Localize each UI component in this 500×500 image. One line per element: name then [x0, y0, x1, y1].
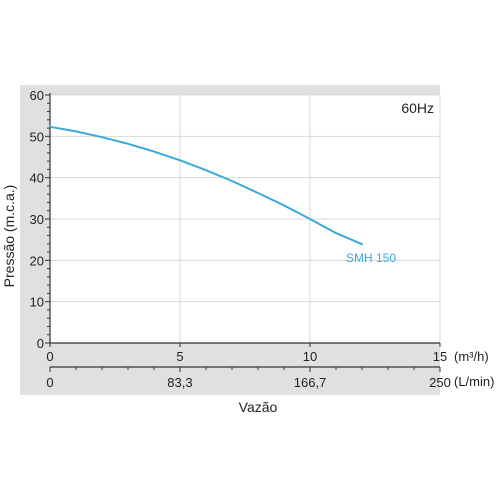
x-axis-primary: 0 5 10 15 — [46, 342, 447, 364]
x-axis-title: Vazão — [239, 399, 278, 415]
y-tick-label: 60 — [30, 88, 44, 103]
x-tick-label: 15 — [433, 349, 447, 364]
secondary-axis-band — [50, 365, 440, 395]
x-axis-unit-secondary: (L/min) — [454, 374, 494, 389]
x-axis-unit-primary: (m³/h) — [454, 349, 489, 364]
y-tick-label: 30 — [30, 212, 44, 227]
x-tick-label: 10 — [303, 349, 317, 364]
x2-tick-label: 250 — [429, 375, 451, 390]
series-label-smh-150: SMH 150 — [346, 251, 396, 265]
y-axis-title: Pressão (m.c.a.) — [1, 185, 17, 288]
y-tick-label: 10 — [30, 295, 44, 310]
x-tick-label: 0 — [46, 349, 53, 364]
x-axis-secondary: 0 83,3 166,7 250 — [46, 366, 451, 390]
y-tick-label: 20 — [30, 253, 44, 268]
x2-tick-label: 166,7 — [294, 375, 327, 390]
y-tick-label: 40 — [30, 171, 44, 186]
x-tick-label: 5 — [176, 349, 183, 364]
x2-tick-label: 0 — [46, 375, 53, 390]
frequency-annotation: 60Hz — [401, 100, 434, 116]
x2-tick-label: 83,3 — [167, 375, 192, 390]
y-axis: 0 10 20 30 40 50 60 — [30, 88, 51, 351]
y-tick-label: 50 — [30, 129, 44, 144]
series-group: SMH 150 — [49, 125, 396, 265]
y-tick-label: 0 — [37, 336, 44, 351]
series-line-smh-150 — [49, 125, 363, 246]
